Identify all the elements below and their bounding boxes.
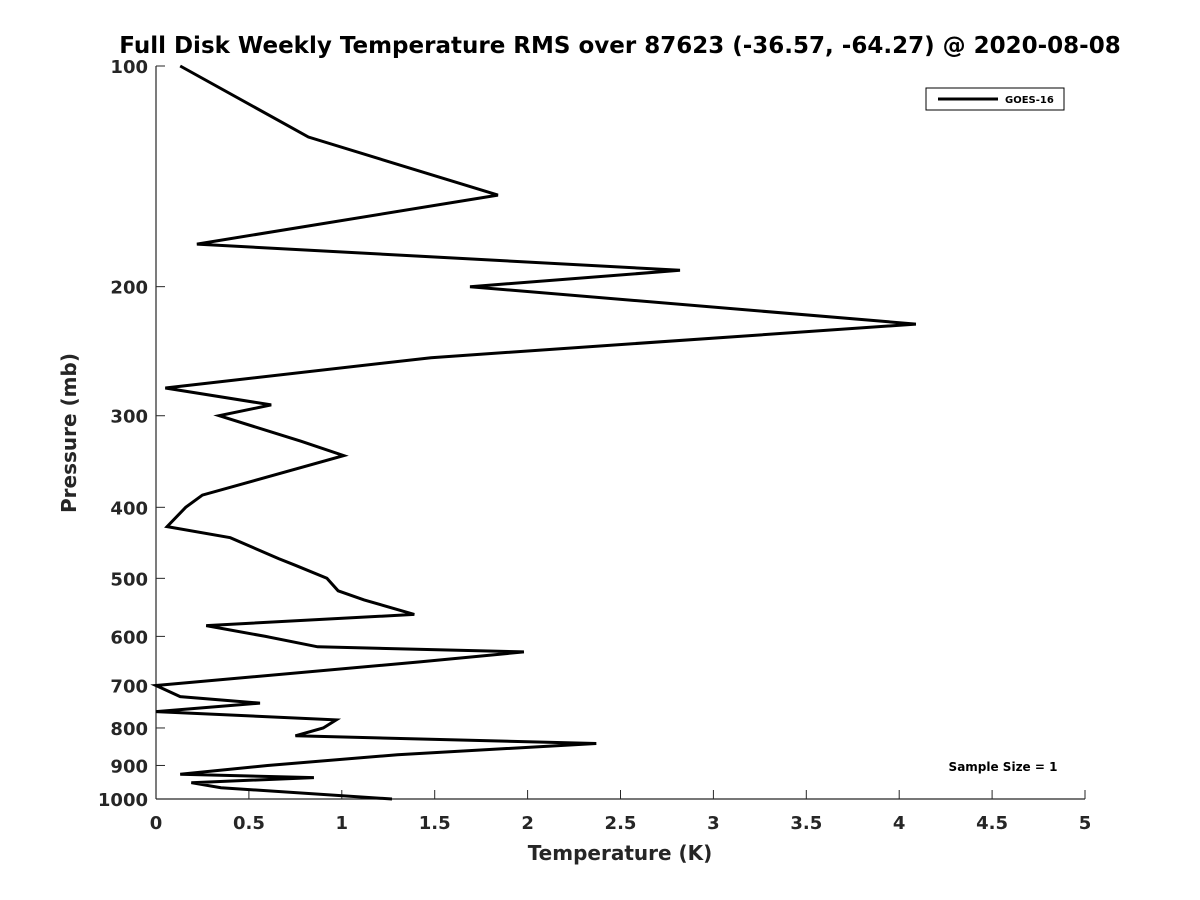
y-axis-ticks: 100 200 300 400 500 600 700 800 900 1000 xyxy=(98,57,165,811)
y-tick-label: 800 xyxy=(110,719,148,740)
y-tick-label: 900 xyxy=(110,756,148,777)
x-tick-label: 5 xyxy=(1079,813,1092,834)
y-axis-label: Pressure (mb) xyxy=(57,353,81,513)
legend: GOES-16 xyxy=(925,87,1065,111)
x-tick-label: 1 xyxy=(336,813,349,834)
x-tick-label: 1.5 xyxy=(419,813,451,834)
series-line-goes-16 xyxy=(150,64,917,801)
y-tick-label: 1000 xyxy=(98,790,148,811)
sample-size-annotation: Sample Size = 1 xyxy=(949,760,1058,774)
x-tick-label: 3.5 xyxy=(790,813,822,834)
x-tick-label: 3 xyxy=(707,813,720,834)
y-tick-label: 600 xyxy=(110,627,148,648)
x-tick-label: 2.5 xyxy=(605,813,637,834)
x-axis-label: Temperature (K) xyxy=(528,841,713,865)
x-tick-label: 0 xyxy=(150,813,163,834)
y-tick-label: 700 xyxy=(110,676,148,697)
chart-title: Full Disk Weekly Temperature RMS over 87… xyxy=(119,33,1121,59)
y-tick-label: 500 xyxy=(110,569,148,590)
x-tick-label: 4 xyxy=(893,813,906,834)
y-tick-label: 300 xyxy=(110,407,148,428)
x-tick-label: 2 xyxy=(521,813,534,834)
legend-label-goes-16: GOES-16 xyxy=(1005,95,1054,106)
x-axis-ticks: 0 0.5 1 1.5 2 2.5 3 3.5 4 4.5 5 xyxy=(150,790,1092,834)
x-tick-label: 0.5 xyxy=(233,813,265,834)
y-tick-label: 100 xyxy=(110,57,148,78)
y-tick-label: 400 xyxy=(110,498,148,519)
series-layer xyxy=(150,64,917,801)
y-tick-label: 200 xyxy=(110,278,148,299)
x-tick-label: 4.5 xyxy=(976,813,1008,834)
